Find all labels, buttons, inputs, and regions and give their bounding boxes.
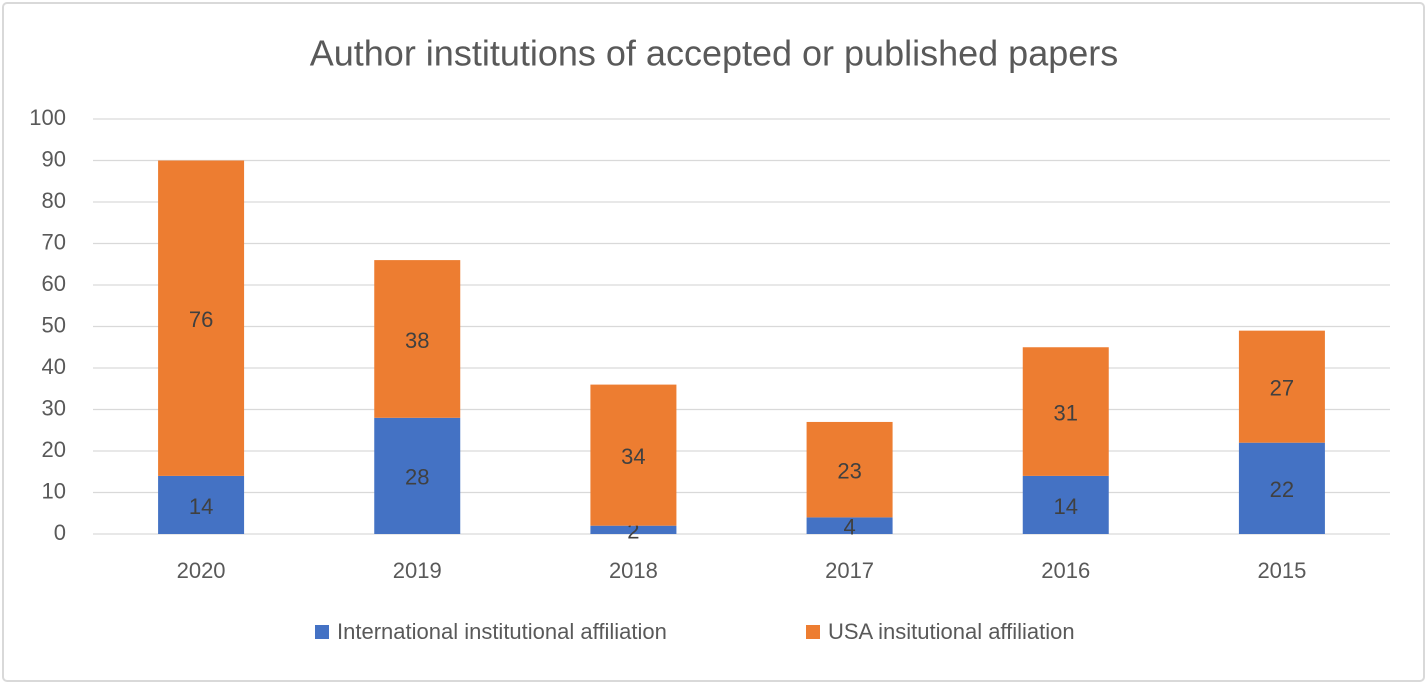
y-tick-label: 70 [42, 229, 66, 254]
data-label: 14 [1054, 494, 1078, 519]
legend-swatch [315, 625, 329, 639]
y-tick-label: 10 [42, 478, 66, 503]
bar [806, 421, 893, 518]
y-tick-label: 50 [42, 312, 66, 337]
bar [590, 384, 677, 526]
bar [1022, 475, 1109, 534]
bar [1238, 442, 1325, 534]
data-label: 31 [1054, 400, 1078, 425]
data-label: 28 [405, 465, 429, 490]
data-label: 34 [621, 444, 645, 469]
bar [374, 417, 461, 534]
data-label: 23 [837, 458, 861, 483]
y-tick-label: 60 [42, 271, 66, 296]
x-tick-label: 2016 [1041, 558, 1090, 583]
data-label: 4 [843, 515, 855, 540]
y-tick-label: 40 [42, 354, 66, 379]
data-label: 14 [189, 494, 213, 519]
bar [374, 260, 461, 418]
bar [1022, 347, 1109, 476]
y-tick-label: 80 [42, 188, 66, 213]
bar [1238, 330, 1325, 443]
legend-swatch [806, 625, 820, 639]
legend-label: International institutional affiliation [337, 619, 667, 644]
y-tick-label: 20 [42, 437, 66, 462]
x-tick-label: 2020 [177, 558, 226, 583]
y-tick-label: 90 [42, 146, 66, 171]
x-tick-label: 2018 [609, 558, 658, 583]
bar [590, 525, 677, 534]
x-tick-label: 2015 [1257, 558, 1306, 583]
data-label: 27 [1270, 375, 1294, 400]
bar [806, 517, 893, 534]
bar [158, 475, 245, 534]
x-tick-label: 2017 [825, 558, 874, 583]
chart-title: Author institutions of accepted or publi… [310, 33, 1119, 74]
legend-label: USA insitutional affiliation [828, 619, 1075, 644]
data-label: 76 [189, 307, 213, 332]
y-tick-label: 30 [42, 395, 66, 420]
data-label: 38 [405, 328, 429, 353]
data-label: 22 [1270, 477, 1294, 502]
bar [158, 160, 245, 476]
x-tick-label: 2019 [393, 558, 442, 583]
y-tick-label: 100 [29, 105, 66, 130]
y-tick-label: 0 [54, 520, 66, 545]
